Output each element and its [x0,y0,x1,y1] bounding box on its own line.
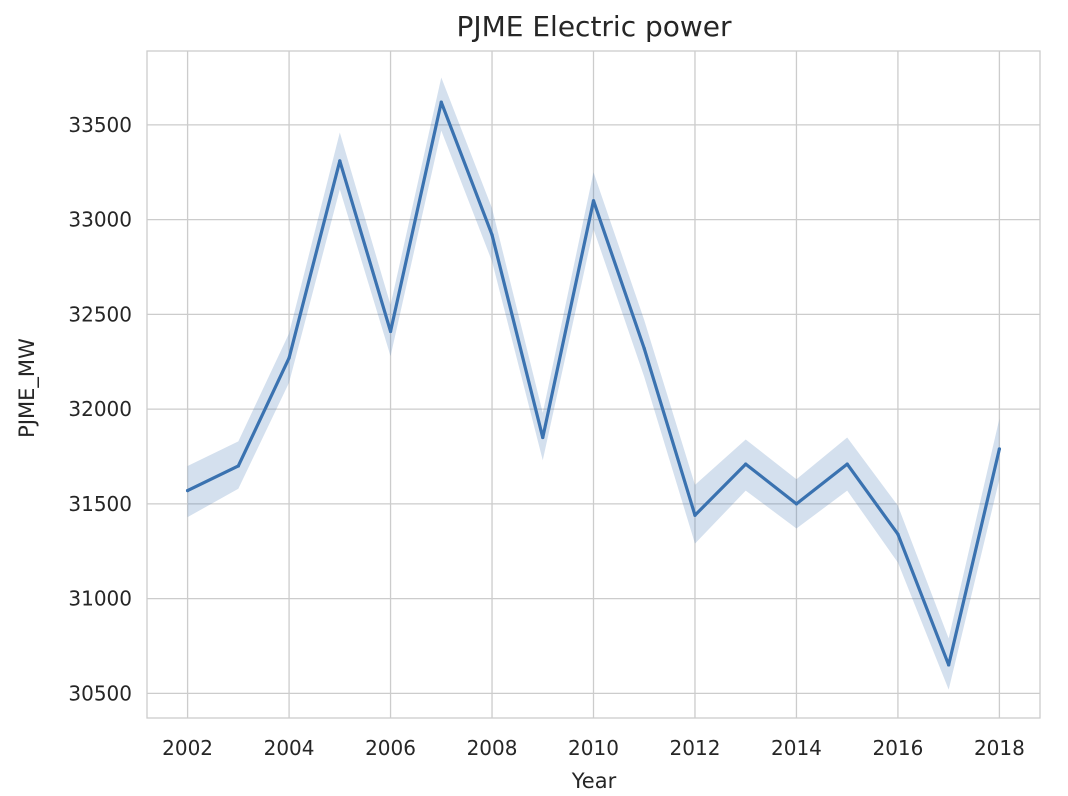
y-tick-label: 31500 [68,492,132,516]
x-tick-labels: 2002 2004 2006 2008 2010 2012 2014 2016 2018 [162,736,1025,760]
x-tick-label: 2002 [162,736,213,760]
data-point [642,346,646,351]
data-point [236,464,240,468]
y-tick-label: 30500 [68,681,132,705]
x-tick-label: 2006 [365,736,416,760]
y-tick-label: 32000 [68,397,132,421]
data-point [591,199,596,203]
data-point [693,513,697,517]
y-tick-labels: 30500 31000 31500 32000 32500 33000 33500 [68,113,132,705]
data-point [439,100,443,104]
x-tick-label: 2014 [771,736,822,760]
x-axis-label: Year [571,769,617,793]
data-point [896,532,900,536]
data-point [794,502,799,506]
data-point [388,329,393,334]
x-tick-label: 2004 [264,736,315,760]
data-point [338,159,342,163]
x-tick-label: 2010 [568,736,619,760]
gridlines [147,51,1040,718]
data-point [541,435,545,440]
data-point [744,462,748,466]
y-tick-label: 31000 [68,587,132,611]
data-point [490,233,494,237]
data-point [287,356,291,360]
y-tick-label: 33500 [68,113,132,137]
y-tick-label: 33000 [68,208,132,232]
chart-title: PJME Electric power [456,10,732,43]
plot-frame [146,50,1041,719]
series-line-layer [185,100,1002,667]
x-tick-label: 2018 [974,736,1025,760]
data-point [947,663,951,667]
y-axis-label: PJME_MW [15,338,40,438]
data-point [185,489,190,493]
data-point [845,462,849,466]
plot-border [146,50,1041,719]
y-tick-label: 32500 [68,302,132,326]
x-tick-label: 2012 [670,736,721,760]
data-point [997,447,1002,451]
x-tick-label: 2016 [872,736,923,760]
x-tick-label: 2008 [467,736,518,760]
